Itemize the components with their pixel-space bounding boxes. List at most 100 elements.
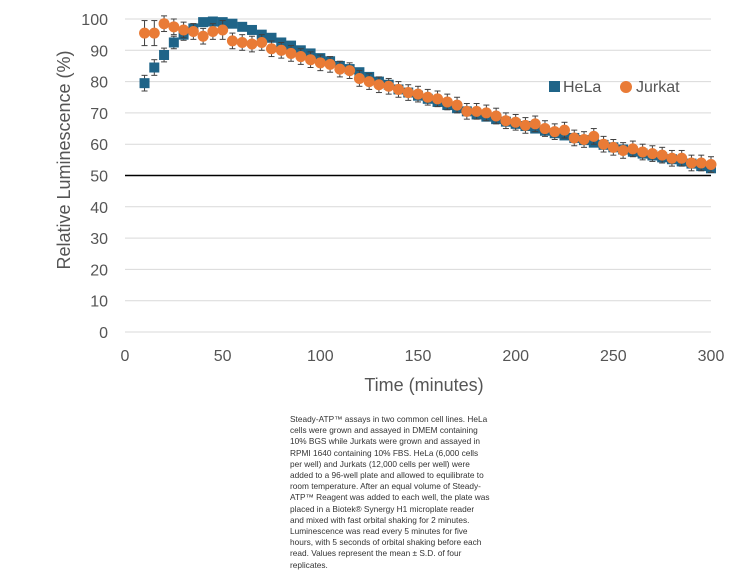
- data-point-jurkat: [637, 146, 649, 158]
- caption-line: and mixed with fast orbital shaking for …: [290, 514, 470, 525]
- x-axis-title: Time (minutes): [364, 375, 483, 395]
- caption-line: Luminescence was read every 5 minutes fo…: [290, 526, 468, 537]
- y-tick-label: 40: [90, 200, 108, 217]
- y-tick-label: 50: [90, 169, 108, 186]
- data-point-jurkat: [158, 18, 170, 30]
- data-point-jurkat: [471, 105, 483, 117]
- data-point-hela: [168, 37, 179, 48]
- data-point-jurkat: [685, 157, 697, 169]
- data-point-jurkat: [197, 30, 209, 42]
- x-tick-label: 100: [307, 348, 334, 365]
- data-point-jurkat: [305, 54, 317, 66]
- data-point-jurkat: [412, 88, 424, 100]
- legend: HeLa Jurkat: [549, 79, 680, 96]
- data-point-jurkat: [148, 27, 160, 39]
- data-point-jurkat: [383, 80, 395, 92]
- data-point-jurkat: [432, 93, 444, 105]
- data-point-jurkat: [363, 76, 375, 88]
- data-point-jurkat: [656, 149, 668, 161]
- data-point-hela: [246, 24, 257, 35]
- data-point-jurkat: [539, 123, 551, 135]
- data-point-jurkat: [373, 79, 385, 91]
- y-tick-label: 60: [90, 137, 108, 154]
- y-tick-label: 80: [90, 75, 108, 92]
- series-jurkat: [139, 15, 717, 173]
- data-point-jurkat: [490, 110, 502, 122]
- data-point-jurkat: [529, 118, 541, 130]
- data-point-jurkat: [246, 38, 258, 50]
- data-point-jurkat: [568, 132, 580, 144]
- data-point-jurkat: [588, 130, 600, 142]
- data-point-jurkat: [236, 36, 248, 48]
- data-point-jurkat: [402, 87, 414, 99]
- y-axis-title: Relative Luminescence (%): [54, 50, 74, 269]
- data-point-jurkat: [217, 24, 229, 36]
- y-tick-label: 20: [90, 262, 108, 279]
- data-point-jurkat: [324, 58, 336, 70]
- data-point-hela: [227, 18, 238, 29]
- data-point-jurkat: [226, 35, 238, 47]
- data-point-jurkat: [510, 116, 522, 128]
- data-point-jurkat: [676, 152, 688, 164]
- data-point-jurkat: [607, 141, 619, 153]
- caption-line: hours, with 5 seconds of orbital shaking…: [290, 537, 482, 548]
- data-point-jurkat: [578, 134, 590, 146]
- data-point-jurkat: [627, 143, 639, 155]
- data-point-hela: [207, 16, 218, 27]
- data-point-hela: [149, 62, 160, 73]
- data-point-hela: [237, 21, 248, 32]
- caption-line: read. Values represent the mean ± S.D. o…: [290, 548, 462, 559]
- x-tick-label: 200: [502, 348, 529, 365]
- data-point-jurkat: [392, 83, 404, 95]
- data-point-jurkat: [617, 144, 629, 156]
- data-point-jurkat: [500, 115, 512, 127]
- data-point-jurkat: [207, 26, 219, 38]
- data-point-jurkat: [461, 105, 473, 117]
- caption-line: ATP™ Reagent was added to each well, the…: [290, 492, 490, 503]
- data-point-hela: [139, 78, 150, 89]
- data-point-jurkat: [266, 43, 277, 55]
- data-point-jurkat: [168, 21, 180, 33]
- y-tick-label: 0: [99, 325, 108, 342]
- data-point-jurkat: [139, 27, 151, 39]
- caption-line: RPMI 1640 containing 10% FBS. HeLa (6,00…: [290, 447, 479, 458]
- data-point-jurkat: [295, 51, 307, 63]
- y-tick-label: 90: [90, 43, 108, 60]
- y-tick-labels: 0 10 20 30 40 50 60 70 80 90 100: [81, 12, 108, 342]
- y-tick-label: 10: [90, 294, 108, 311]
- caption-line: per well) and Jurkats (12,000 cells per …: [290, 458, 470, 469]
- caption-line: Steady-ATP™ assays in two common cell li…: [290, 414, 488, 424]
- y-tick-label: 70: [90, 106, 108, 123]
- data-point-jurkat: [314, 57, 326, 69]
- x-tick-labels: 0 50 100 150 200 250 300: [121, 348, 725, 365]
- data-point-jurkat: [559, 124, 570, 136]
- data-point-jurkat: [353, 72, 365, 84]
- x-tick-label: 300: [698, 348, 725, 365]
- data-point-jurkat: [275, 44, 287, 56]
- x-tick-label: 0: [121, 348, 130, 365]
- luminescence-chart: 0 10 20 30 40 50 60 70 80 90 100 0 50 100 150 200 250 30…: [54, 12, 725, 395]
- data-point-hela: [198, 17, 209, 28]
- data-point-jurkat: [480, 107, 492, 119]
- data-point-hela: [266, 32, 277, 43]
- data-point-jurkat: [598, 138, 610, 150]
- caption-line: 10% BGS while Jurkats were grown and ass…: [290, 436, 481, 447]
- data-point-jurkat: [666, 152, 678, 164]
- caption-line: added to a 96-well plate and allowed to …: [290, 470, 484, 481]
- data-point-hela: [159, 49, 170, 60]
- data-point-jurkat: [285, 47, 297, 59]
- data-point-jurkat: [256, 36, 268, 48]
- data-point-jurkat: [344, 65, 356, 77]
- legend-label-hela: HeLa: [563, 79, 601, 96]
- data-point-jurkat: [441, 96, 453, 108]
- figure-caption: Steady-ATP™ assays in two common cell li…: [290, 414, 526, 571]
- x-tick-label: 150: [405, 348, 432, 365]
- data-point-jurkat: [187, 26, 199, 38]
- data-point-jurkat: [695, 157, 707, 169]
- data-point-jurkat: [451, 99, 463, 111]
- caption-line: placed in a Biotek® Synergy H1 microplat…: [290, 503, 475, 514]
- legend-marker-jurkat: [620, 81, 632, 93]
- data-point-jurkat: [178, 24, 190, 36]
- data-point-jurkat: [334, 63, 346, 75]
- legend-marker-hela: [549, 81, 560, 92]
